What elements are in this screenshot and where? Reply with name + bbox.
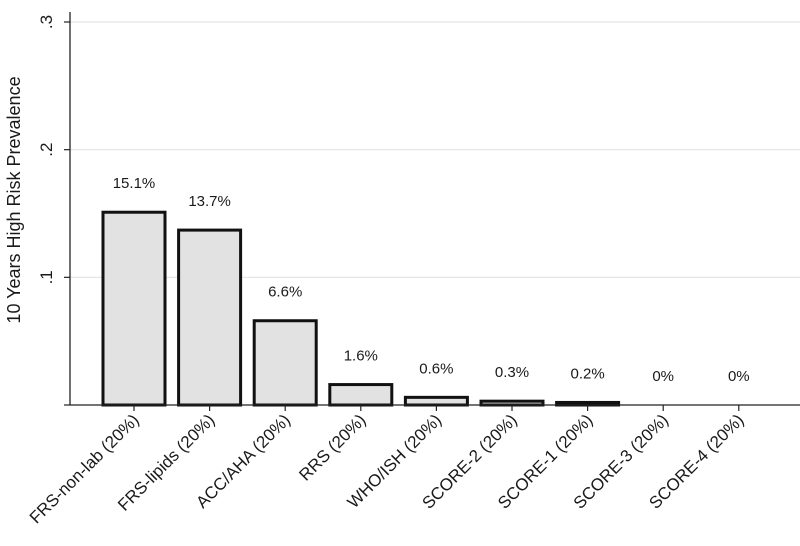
data-label-3: 1.6% xyxy=(344,348,378,365)
y-tick-labels: .1 .2 .3 xyxy=(37,15,70,406)
data-label-5: 0.3% xyxy=(495,364,529,381)
y-tick-label-1: .2 xyxy=(37,143,56,157)
bar-4 xyxy=(403,395,469,407)
data-label-4: 0.6% xyxy=(419,360,453,377)
axes xyxy=(69,12,800,406)
category-label-3: RRS (20%) xyxy=(295,410,369,484)
bar-0 xyxy=(101,210,167,407)
data-label-8: 0% xyxy=(728,368,750,385)
bars xyxy=(101,210,621,407)
data-labels: 15.1% 13.7% 6.6% 1.6% 0.6% 0.3% 0.2% 0% 0% xyxy=(113,175,750,385)
data-label-1: 13.7% xyxy=(188,193,231,210)
category-labels: FRS-non-lab (20%)FRS-lipids (20%)ACC/AHA… xyxy=(26,405,748,527)
bar-3 xyxy=(328,383,394,407)
y-tick-label-0: .1 xyxy=(37,270,56,284)
data-label-2: 6.6% xyxy=(268,284,302,301)
data-label-7: 0% xyxy=(652,368,674,385)
bar-2 xyxy=(252,319,318,407)
bar-1 xyxy=(177,228,243,407)
y-axis-title: 10 Years High Risk Prevalence xyxy=(4,76,24,323)
y-tick-label-2: .3 xyxy=(37,15,56,29)
data-label-0: 15.1% xyxy=(113,175,156,192)
data-label-6: 0.2% xyxy=(570,365,604,382)
